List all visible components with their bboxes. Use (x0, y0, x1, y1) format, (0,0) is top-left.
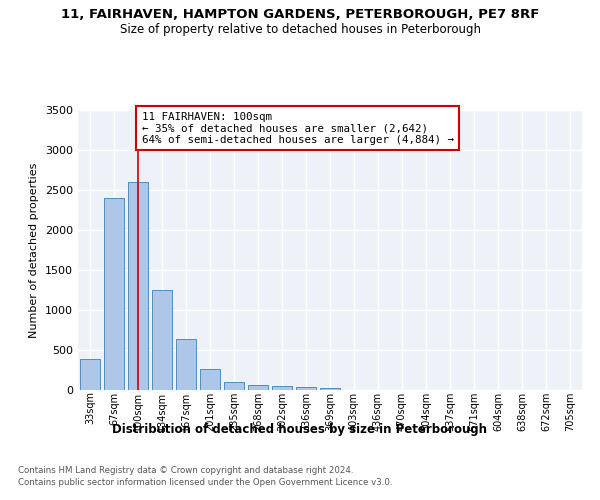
Text: Size of property relative to detached houses in Peterborough: Size of property relative to detached ho… (119, 22, 481, 36)
Text: 11, FAIRHAVEN, HAMPTON GARDENS, PETERBOROUGH, PE7 8RF: 11, FAIRHAVEN, HAMPTON GARDENS, PETERBOR… (61, 8, 539, 20)
Text: 11 FAIRHAVEN: 100sqm
← 35% of detached houses are smaller (2,642)
64% of semi-de: 11 FAIRHAVEN: 100sqm ← 35% of detached h… (142, 112, 454, 145)
Y-axis label: Number of detached properties: Number of detached properties (29, 162, 40, 338)
Bar (200, 369, 220, 390)
Bar (272, 386, 292, 390)
Bar (320, 388, 340, 390)
Bar (152, 290, 172, 390)
Text: Contains public sector information licensed under the Open Government Licence v3: Contains public sector information licen… (18, 478, 392, 487)
Text: Contains HM Land Registry data © Crown copyright and database right 2024.: Contains HM Land Registry data © Crown c… (18, 466, 353, 475)
Bar (104, 198, 124, 390)
Bar (176, 339, 196, 390)
Bar (248, 385, 268, 390)
Bar (224, 382, 244, 390)
Bar (128, 182, 148, 390)
Text: Distribution of detached houses by size in Peterborough: Distribution of detached houses by size … (113, 422, 487, 436)
Bar (296, 387, 316, 390)
Bar (80, 359, 100, 390)
